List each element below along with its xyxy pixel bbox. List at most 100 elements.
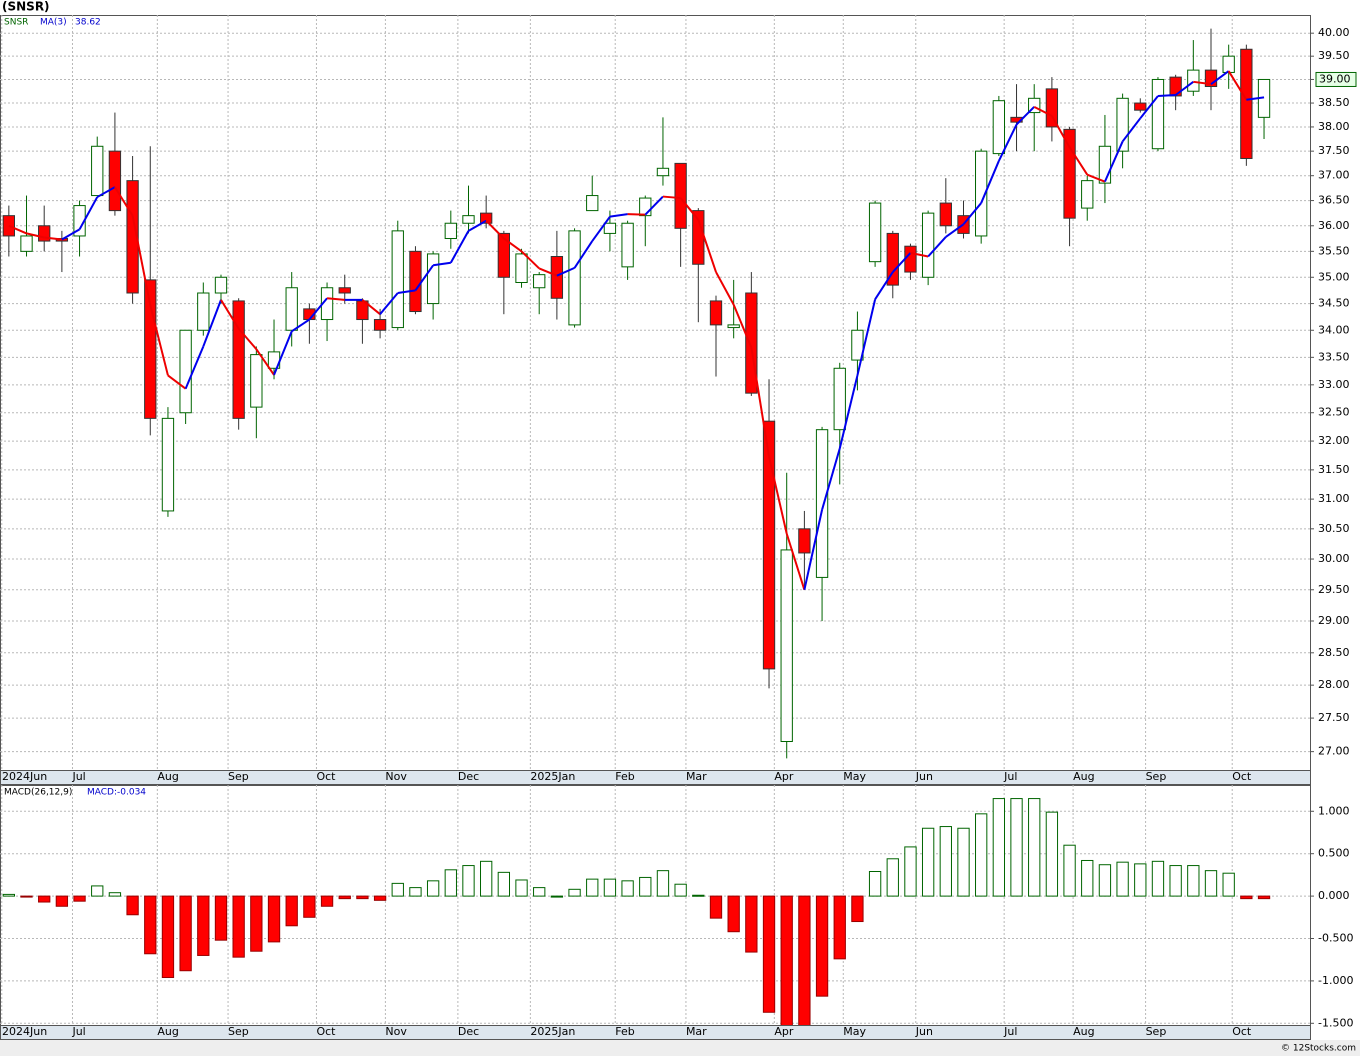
ma-line [1051,115,1071,148]
macd-bar [232,895,245,958]
ma-line [556,266,575,277]
macd-bar [214,895,228,941]
macd-bar [409,887,422,897]
candle-body [126,180,139,294]
macd-bar [975,813,988,897]
candle-body [1204,69,1218,88]
candle-body [1081,180,1094,209]
y-tick-label: 29.50 [1318,583,1350,596]
x-tick-label: Sep [228,1025,249,1038]
candle-body [868,202,882,263]
y-tick-label: 37.00 [1318,169,1350,182]
candle-body [285,287,298,331]
price-date-strip [0,770,1311,785]
macd-bar [886,858,899,897]
y-tick-label: 29.00 [1318,614,1350,627]
macd-bar [621,880,634,897]
macd-date-strip [0,1025,1311,1040]
candle-body [674,162,687,229]
ma-line [379,292,399,315]
x-tick-label: Aug [1073,1025,1094,1038]
y-tick-label: 40.00 [1318,26,1350,39]
macd-bar [639,876,652,897]
ma-legend: MA(3) [40,18,67,28]
ma-line [485,220,505,240]
macd-bar [586,878,599,897]
y-tick-label: 0.500 [1318,847,1350,860]
ma-line [78,196,99,230]
ma-line [255,348,275,376]
ma-line [1193,80,1212,86]
ma-line [449,230,470,264]
ma-line [96,186,116,198]
ma-line [1227,70,1248,101]
x-tick-label: Sep [1146,1025,1167,1038]
macd-bar [126,895,139,916]
y-tick-label: 33.50 [1318,350,1350,363]
ma-line [573,240,594,269]
y-tick-label: 32.00 [1318,434,1350,447]
x-tick-label: 2024Jun [2,770,47,783]
macd-bar [444,869,457,897]
ma-line [131,215,152,306]
x-tick-label: Jul [1003,770,1017,783]
candle-body [851,329,864,361]
macd-bar [709,895,723,919]
ma-line [662,195,681,200]
y-tick-label: 34.50 [1318,297,1350,310]
ma-line [167,374,187,390]
candle-body [161,417,175,512]
ma-line [1175,81,1194,96]
macd-bar [1010,798,1023,897]
ma-line [8,224,27,235]
x-tick-label: Oct [1232,1025,1252,1038]
x-tick-label: Oct [316,770,336,783]
macd-bar [656,870,670,897]
candle-body [992,100,1006,155]
macd-bar [161,895,175,979]
candle-body [91,145,104,197]
last-price-label: 39.00 [1319,72,1351,85]
y-tick-label: 0.000 [1318,889,1350,902]
candle-body [197,292,210,331]
candle-body [480,212,493,224]
ma-line [732,304,753,348]
macd-bar [515,879,528,897]
ma-line [1104,141,1124,183]
ma-line [609,213,628,218]
x-tick-label: Jul [1003,1025,1017,1038]
y-tick-label: -1.000 [1318,974,1353,987]
ma-line [1246,96,1265,101]
macd-bar [197,895,210,956]
candle-body [179,329,192,414]
macd-bar [1204,870,1218,897]
ma-line [202,299,222,347]
macd-bar [939,826,952,897]
macd-bar [550,895,564,898]
ma-line [945,223,965,238]
ma-line [503,237,523,253]
ma-line [414,264,434,291]
candle-body [586,195,599,212]
y-tick-label: 28.00 [1318,678,1350,691]
y-tick-label: 33.00 [1318,378,1350,391]
footer: © 12Stocks.com [1281,1044,1356,1054]
y-tick-label: 35.50 [1318,244,1350,257]
macd-bar [568,888,581,897]
candle-body [1116,97,1129,152]
candle-body [921,212,935,278]
ma-line [397,289,416,294]
candle-body [709,300,723,326]
macd-bar [20,895,33,898]
candle-body [497,232,511,278]
plot-area [0,785,1310,1025]
x-tick-label: Aug [1073,770,1094,783]
x-tick-label: Jun [915,770,933,783]
candle-body [1063,128,1076,219]
ma-line [273,330,293,376]
page-title: (SNSR) [2,0,50,14]
candle-body [762,420,776,670]
candle-body [550,255,564,299]
macd-pane [0,785,1311,1026]
macd-bar [1222,872,1235,897]
